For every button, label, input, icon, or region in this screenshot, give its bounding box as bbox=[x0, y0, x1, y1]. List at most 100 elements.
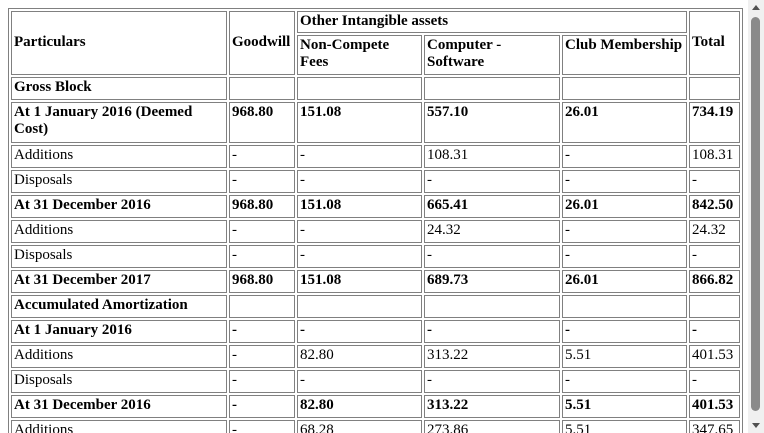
goodwill-cell: - bbox=[229, 145, 295, 168]
scroll-down-arrow-icon[interactable] bbox=[748, 417, 764, 433]
non-compete-cell bbox=[297, 77, 422, 100]
club-cell: 26.01 bbox=[562, 270, 688, 293]
club-cell: 26.01 bbox=[562, 195, 688, 218]
non-compete-cell: 151.08 bbox=[297, 270, 422, 293]
software-cell: 313.22 bbox=[424, 345, 560, 368]
club-cell: - bbox=[562, 245, 688, 268]
vertical-scrollbar[interactable] bbox=[748, 0, 764, 433]
total-cell: 108.31 bbox=[689, 145, 741, 168]
software-cell bbox=[424, 295, 560, 318]
goodwill-cell: 968.80 bbox=[229, 195, 295, 218]
table-row: Additions - -24.32-24.32 bbox=[11, 220, 741, 243]
table-row: Disposals - - - - - bbox=[11, 245, 741, 268]
total-cell: - bbox=[689, 320, 741, 343]
table-row: Gross Block bbox=[11, 77, 741, 100]
club-cell: - bbox=[562, 220, 688, 243]
header-row-2: Non-Compete Fees Computer - Software Clu… bbox=[11, 35, 740, 75]
club-cell: 5.51 bbox=[562, 345, 688, 368]
header-row-1: Particulars Goodwill Other Intangible as… bbox=[11, 11, 741, 75]
non-compete-cell: 151.08 bbox=[297, 195, 422, 218]
header-total: Total bbox=[689, 11, 741, 75]
club-cell bbox=[562, 295, 688, 318]
total-cell bbox=[689, 295, 741, 318]
goodwill-cell: - bbox=[229, 370, 295, 393]
particulars-cell: Additions bbox=[11, 220, 227, 243]
particulars-cell: Disposals bbox=[11, 170, 227, 193]
particulars-cell: Additions bbox=[11, 420, 227, 433]
particulars-cell: Additions bbox=[11, 345, 227, 368]
goodwill-cell: - bbox=[229, 245, 295, 268]
particulars-cell: Disposals bbox=[11, 370, 227, 393]
total-cell: 401.53 bbox=[689, 345, 741, 368]
header-computer-software: Computer - Software bbox=[424, 35, 560, 75]
table-row: Additions - -108.31-108.31 bbox=[11, 145, 741, 168]
software-cell: - bbox=[424, 320, 560, 343]
particulars-cell: At 31 December 2017 bbox=[11, 270, 227, 293]
software-cell: - bbox=[424, 170, 560, 193]
document-viewport: Particulars Goodwill Other Intangible as… bbox=[8, 8, 744, 433]
club-cell: - bbox=[562, 170, 688, 193]
particulars-cell: Disposals bbox=[11, 245, 227, 268]
club-cell bbox=[562, 77, 688, 100]
non-compete-cell: - bbox=[297, 245, 422, 268]
header-particulars: Particulars bbox=[11, 11, 227, 75]
club-cell: - bbox=[562, 320, 688, 343]
goodwill-cell: - bbox=[229, 320, 295, 343]
header-other-intangible: Other Intangible assets bbox=[297, 11, 688, 34]
scrollbar-thumb[interactable] bbox=[751, 17, 760, 411]
goodwill-cell bbox=[229, 295, 295, 318]
intangible-assets-table: Particulars Goodwill Other Intangible as… bbox=[8, 8, 744, 433]
club-cell: 5.51 bbox=[562, 420, 688, 433]
table-row: Disposals - - - - - bbox=[11, 370, 741, 393]
non-compete-cell: 68.28 bbox=[297, 420, 422, 433]
software-cell: 689.73 bbox=[424, 270, 560, 293]
non-compete-cell: - bbox=[297, 220, 422, 243]
goodwill-cell: - bbox=[229, 220, 295, 243]
software-cell: 108.31 bbox=[424, 145, 560, 168]
total-cell: 866.82 bbox=[689, 270, 741, 293]
particulars-cell: Gross Block bbox=[11, 77, 227, 100]
table-row: At 1 January 2016- - - - - bbox=[11, 320, 741, 343]
non-compete-cell: - bbox=[297, 370, 422, 393]
non-compete-cell: - bbox=[297, 145, 422, 168]
total-cell: 842.50 bbox=[689, 195, 741, 218]
particulars-cell: Accumulated Amortization bbox=[11, 295, 227, 318]
header-club-membership: Club Membership bbox=[562, 35, 688, 75]
non-compete-cell bbox=[297, 295, 422, 318]
particulars-cell: At 1 January 2016 (Deemed Cost) bbox=[11, 102, 227, 143]
table-row: At 31 December 2016 968.80 151.08 665.41 26.… bbox=[11, 195, 741, 218]
club-cell: - bbox=[562, 145, 688, 168]
club-cell: - bbox=[562, 370, 688, 393]
software-cell bbox=[424, 77, 560, 100]
non-compete-cell: 151.08 bbox=[297, 102, 422, 143]
goodwill-cell: - bbox=[229, 395, 295, 418]
non-compete-cell: 82.80 bbox=[297, 395, 422, 418]
particulars-cell: At 31 December 2016 bbox=[11, 195, 227, 218]
table-row: Accumulated Amortization bbox=[11, 295, 741, 318]
software-cell: 557.10 bbox=[424, 102, 560, 143]
club-cell: 5.51 bbox=[562, 395, 688, 418]
total-cell: 24.32 bbox=[689, 220, 741, 243]
header-non-compete: Non-Compete Fees bbox=[297, 35, 422, 75]
goodwill-cell: - bbox=[229, 345, 295, 368]
table-row: Disposals - - - - - bbox=[11, 170, 741, 193]
particulars-cell: At 1 January 2016 bbox=[11, 320, 227, 343]
software-cell: - bbox=[424, 370, 560, 393]
goodwill-cell: - bbox=[229, 420, 295, 433]
scroll-up-arrow-icon[interactable] bbox=[748, 0, 764, 16]
goodwill-cell: - bbox=[229, 170, 295, 193]
total-cell: 401.53 bbox=[689, 395, 741, 418]
total-cell: 347.65 bbox=[689, 420, 741, 433]
header-goodwill: Goodwill bbox=[229, 11, 295, 75]
particulars-cell: At 31 December 2016 bbox=[11, 395, 227, 418]
non-compete-cell: - bbox=[297, 170, 422, 193]
software-cell: 273.86 bbox=[424, 420, 560, 433]
total-cell: 734.19 bbox=[689, 102, 741, 143]
software-cell: 313.22 bbox=[424, 395, 560, 418]
software-cell: 665.41 bbox=[424, 195, 560, 218]
software-cell: 24.32 bbox=[424, 220, 560, 243]
total-cell: - bbox=[689, 370, 741, 393]
total-cell: - bbox=[689, 245, 741, 268]
total-cell: - bbox=[689, 170, 741, 193]
software-cell: - bbox=[424, 245, 560, 268]
